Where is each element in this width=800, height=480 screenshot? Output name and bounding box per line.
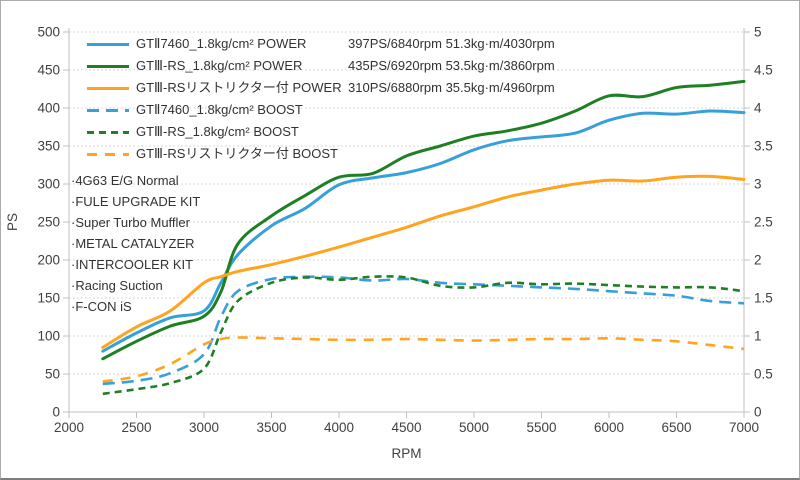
legend-item-2: GTⅢ-RSリストリクター付 POWER 310PS/6880rpm 35.5kg… [87, 77, 555, 99]
y-left-tick-label: 500 [37, 25, 60, 40]
legend-peak-stats: 435PS/6920rpm 53.5kg·m/3860rpm [348, 58, 555, 73]
legend-line-swatch [87, 108, 129, 112]
y-right-tick-label: 0 [754, 405, 762, 420]
y-right-tick-label: 4 [754, 101, 762, 116]
y-left-tick-label: 350 [37, 139, 60, 154]
y-left-tick-label: 450 [37, 63, 60, 78]
y-right-tick-label: 4.5 [754, 63, 773, 78]
y-left-tick-label: 200 [37, 253, 60, 268]
mod-list-item-6: ·F-CON iS [71, 299, 132, 314]
mod-list-item-3: ·METAL CATALYZER [71, 236, 195, 251]
mod-list: ·4G63 E/G Normal ·FULE UPGRADE KIT ·Super … [71, 170, 200, 317]
legend-item-1: GTⅢ-RS_1.8kg/cm² POWER 435PS/6920rpm 53.5… [87, 55, 555, 77]
legend-line-swatch [87, 86, 129, 90]
y-left-axis-label: PS [5, 213, 20, 231]
y-left-tick-label: 300 [37, 177, 60, 192]
legend-line-swatch [87, 130, 129, 134]
legend-label: GTⅡ7460_1.8kg/cm² POWER [136, 36, 307, 51]
legend-item-4: GTⅢ-RS_1.8kg/cm² BOOST [87, 121, 555, 143]
legend-label: GTⅢ-RS_1.8kg/cm² BOOST [136, 124, 299, 139]
x-tick-label: 7000 [729, 420, 759, 435]
series-line-3 [102, 275, 745, 386]
x-tick-label: 6500 [661, 420, 691, 435]
y-left-tick-label: 250 [37, 215, 60, 230]
mod-list-item-5: ·Racing Suction [71, 278, 163, 293]
gridlines [69, 31, 744, 375]
y-right-tick-label: 5 [754, 25, 762, 40]
y-right-tick-label: 1 [754, 329, 762, 344]
legend-label: GTⅢ-RSリストリクター付 BOOST [136, 146, 339, 161]
y-left-tick-label: 100 [37, 329, 60, 344]
series-line-2 [101, 174, 746, 349]
series-line-0 [101, 109, 746, 353]
chart-legend: GTⅡ7460_1.8kg/cm² POWER 397PS/6840rpm 51.… [87, 33, 555, 165]
y-left-tick-label: 50 [45, 367, 60, 382]
x-tick-label: 6000 [594, 420, 624, 435]
y-left-tick-label: 400 [37, 101, 60, 116]
x-tick-label: 2500 [121, 420, 151, 435]
mod-list-item-4: ·INTERCOOLER KIT [71, 257, 194, 272]
x-tick-label: 2000 [54, 420, 84, 435]
legend-line-swatch [87, 152, 129, 156]
legend-peak-stats: 397PS/6840rpm 51.3kg·m/4030rpm [348, 36, 555, 51]
mod-list-item-2: ·Super Turbo Muffler [71, 215, 190, 230]
y-left-tick-label: 150 [37, 291, 60, 306]
x-tick-label: 5000 [459, 420, 489, 435]
x-tick-label: 4500 [391, 420, 421, 435]
series-line-5 [102, 336, 745, 383]
x-tick-label: 3500 [256, 420, 286, 435]
legend-label: GTⅡ7460_1.8kg/cm² BOOST [136, 102, 303, 117]
legend-line-swatch [87, 64, 129, 68]
y-right-tick-label: 2.5 [754, 215, 773, 230]
mod-list-item-0: ·4G63 E/G Normal [71, 173, 179, 188]
y-right-tick-label: 0.5 [754, 367, 773, 382]
y-right-tick-label: 2 [754, 253, 762, 268]
legend-peak-stats: 310PS/6880rpm 35.5kg·m/4960rpm [348, 80, 555, 95]
x-tick-label: 3000 [189, 420, 219, 435]
x-tick-label: 5500 [526, 420, 556, 435]
y-right-tick-label: 1.5 [754, 291, 773, 306]
legend-item-3: GTⅡ7460_1.8kg/cm² BOOST [87, 99, 555, 121]
series-line-1 [101, 79, 746, 361]
x-tick-label: 4000 [324, 420, 354, 435]
legend-label: GTⅢ-RSリストリクター付 POWER [136, 80, 342, 95]
x-axis-label: RPM [392, 446, 422, 461]
mod-list-item-1: ·FULE UPGRADE KIT [71, 194, 201, 209]
y-right-tick-label: 3 [754, 177, 762, 192]
legend-line-swatch [87, 42, 129, 46]
legend-item-5: GTⅢ-RSリストリクター付 BOOST [87, 143, 555, 165]
y-left-tick-label: 0 [52, 405, 60, 420]
legend-label: GTⅢ-RS_1.8kg/cm² POWER [136, 58, 303, 73]
legend-item-0: GTⅡ7460_1.8kg/cm² POWER 397PS/6840rpm 51.… [87, 33, 555, 55]
axes: 05010015020025030035040045050000.511.522… [37, 25, 772, 436]
y-right-tick-label: 3.5 [754, 139, 773, 154]
